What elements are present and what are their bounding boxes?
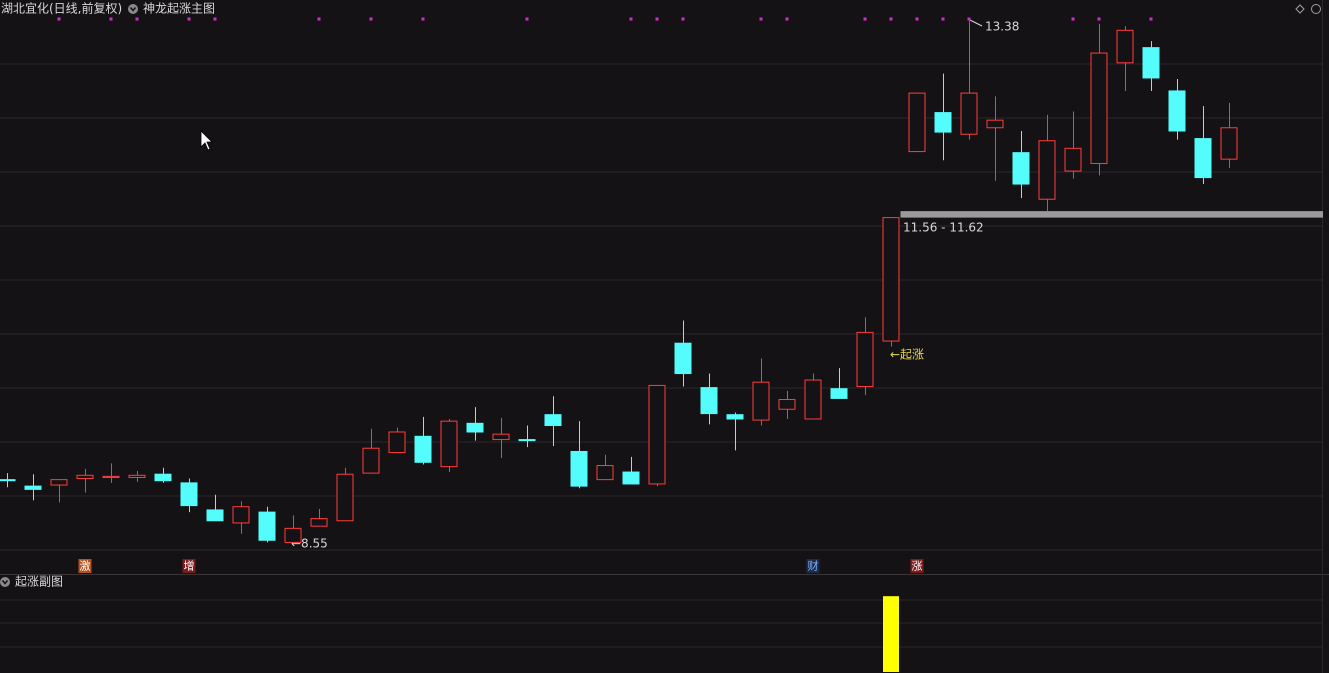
candle-body: [1090, 52, 1108, 164]
candle-body: [310, 518, 328, 527]
tag-box: [910, 559, 924, 573]
candle-body: [752, 381, 770, 421]
signal-dot: [421, 17, 425, 21]
gap-band: [900, 211, 1323, 218]
signal-dot: [889, 17, 893, 21]
candle-body: [960, 92, 978, 135]
signal-dot: [369, 17, 373, 21]
candle-body: [1168, 90, 1186, 132]
candle-body: [674, 342, 692, 375]
bar: [883, 596, 899, 672]
candle-body: [1116, 29, 1134, 64]
candle-body: [258, 511, 276, 541]
candle-body: [726, 414, 744, 420]
candle-body: [362, 447, 380, 474]
candle-body: [908, 92, 926, 153]
candle-body: [648, 384, 666, 485]
candle-body: [934, 112, 952, 133]
sub-chart-title: 起涨副图: [15, 574, 63, 589]
signal-dot: [317, 17, 321, 21]
candle-body: [856, 331, 874, 388]
signal-dot: [1071, 17, 1075, 21]
tag-box: [806, 559, 820, 573]
candle-body: [440, 420, 458, 468]
candle-body: [544, 414, 562, 426]
bottom-tag: 增: [184, 559, 195, 573]
signal-dot: [213, 17, 217, 21]
candle-body: [0, 479, 16, 482]
candle-body: [50, 479, 68, 486]
candle-body: [830, 388, 848, 399]
candle-body: [1064, 147, 1082, 172]
candle-body: [1142, 47, 1160, 79]
signal-dot: [681, 17, 685, 21]
settings-icon[interactable]: [1295, 4, 1305, 14]
chart-title: 湖北宜化(日线,前复权): [1, 1, 122, 16]
signal-dot: [785, 17, 789, 21]
candle-body: [596, 465, 614, 481]
signal-dot: [863, 17, 867, 21]
candle-body: [232, 506, 250, 524]
annotation-arrow: [969, 19, 983, 27]
signal-dot: [967, 17, 971, 21]
candle-body: [1220, 127, 1238, 160]
candle-body: [154, 473, 172, 482]
mouse-cursor: [200, 130, 213, 151]
candle-body: [804, 379, 822, 420]
dropdown-arrow: [1, 580, 9, 585]
dropdown-arrow: [129, 7, 137, 12]
candle-body: [206, 509, 224, 522]
signal-dot: [655, 17, 659, 21]
candle-body: [778, 399, 796, 410]
gap-label: 11.56 - 11.62: [903, 221, 984, 235]
candle-body: [986, 119, 1004, 129]
signal-dot: [109, 17, 113, 21]
candle-body: [570, 450, 588, 487]
candle-body: [24, 485, 42, 490]
candle-body: [128, 474, 146, 478]
candle-body: [76, 474, 94, 480]
candle-body: [882, 217, 900, 342]
candle-body: [1194, 138, 1212, 179]
candle-body: [1038, 140, 1056, 200]
signal-dot: [629, 17, 633, 21]
dropdown-icon[interactable]: [128, 4, 138, 14]
signal-dot: [1149, 17, 1153, 21]
candle-body: [284, 527, 302, 543]
candle-body: [388, 431, 406, 454]
bottom-tag: 涨: [912, 560, 923, 573]
tag-box: [78, 559, 92, 573]
candle-body: [700, 387, 718, 415]
signal-dot: [759, 17, 763, 21]
start-label: ←起涨: [890, 347, 924, 362]
dropdown-icon[interactable]: [0, 577, 10, 587]
candle-body: [622, 471, 640, 485]
bottom-tag: 财: [808, 559, 819, 573]
chart-subtitle: 神龙起涨主图: [143, 1, 215, 16]
signal-dot: [525, 17, 529, 21]
candle-body: [518, 439, 536, 442]
candle-body: [336, 473, 354, 522]
candle-body: [414, 435, 432, 463]
bottom-tag: 激: [80, 559, 91, 573]
signal-dot: [57, 17, 61, 21]
candle-body: [1012, 152, 1030, 185]
tag-box: [182, 559, 196, 573]
candle-body: [180, 482, 198, 507]
candle-body: [102, 475, 120, 478]
option-icon[interactable]: [1311, 4, 1321, 14]
candle-body: [466, 422, 484, 433]
high-label: 13.38: [985, 20, 1019, 34]
signal-dot: [915, 17, 919, 21]
signal-dot: [135, 17, 139, 21]
signal-dot: [941, 17, 945, 21]
signal-dot: [187, 17, 191, 21]
candle-body: [492, 433, 510, 441]
signal-dot: [1097, 17, 1101, 21]
